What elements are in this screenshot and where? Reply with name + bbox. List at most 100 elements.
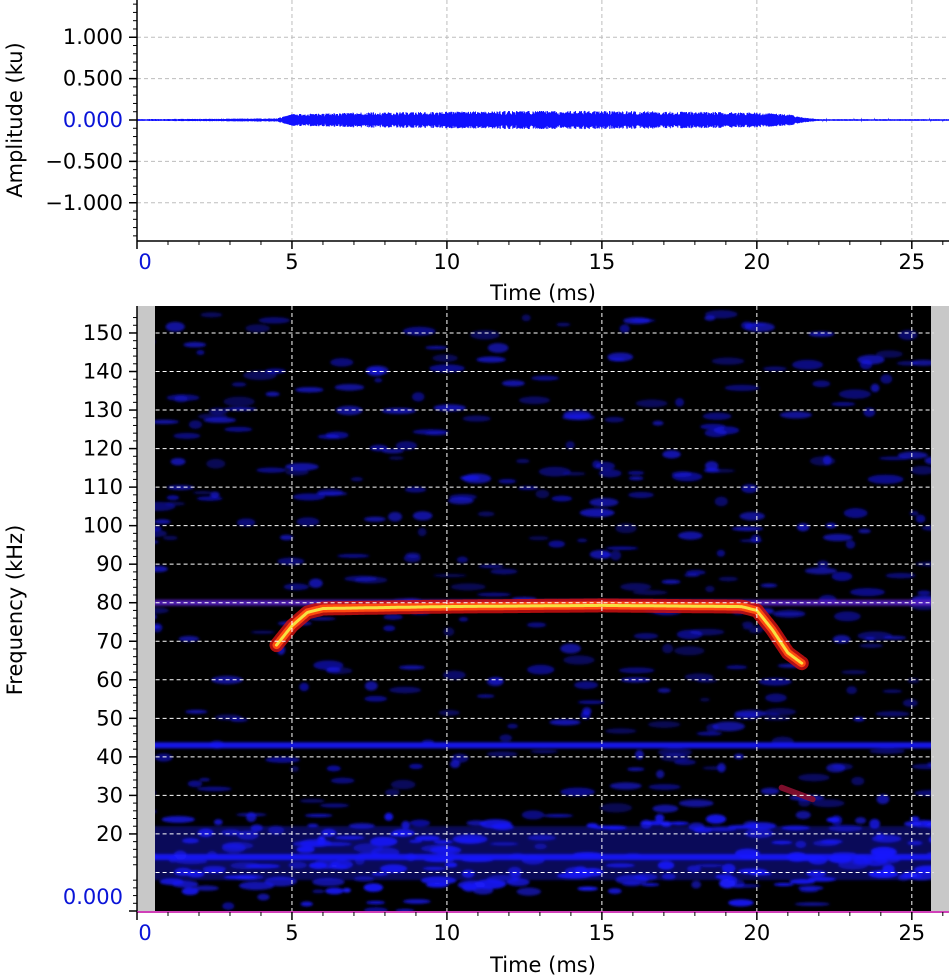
noise-blob: [577, 700, 605, 705]
noise-blob: [843, 508, 868, 518]
noise-blob: [330, 358, 354, 367]
noise-blob: [417, 528, 427, 537]
noise-blob: [185, 709, 208, 714]
noise-blob: [296, 517, 320, 527]
noise-blob: [760, 583, 778, 588]
noise-blob: [395, 909, 415, 911]
noise-blob: [772, 612, 805, 616]
noise-blob: [342, 887, 351, 893]
noise-blob: [750, 534, 762, 544]
noise-blob: [927, 761, 931, 767]
noise-blob: [652, 804, 679, 813]
noise-blob: [838, 389, 871, 399]
noise-blob: [476, 356, 506, 363]
noise-blob: [383, 613, 403, 620]
spectrogram-y-tick-label-8: 100: [83, 514, 123, 538]
waveform-x-tick-label-0: 0: [138, 250, 151, 274]
noise-blob: [479, 819, 512, 829]
noise-blob: [808, 331, 835, 337]
noise-blob: [845, 540, 856, 549]
noise-blob: [299, 682, 309, 692]
noise-blob: [404, 486, 427, 493]
noise-blob: [826, 763, 846, 773]
noise-blob: [548, 540, 566, 548]
noise-blob: [674, 646, 705, 656]
noise-blob: [478, 564, 504, 568]
spectrogram-y-tick-label-0: 20: [96, 822, 123, 846]
noise-blob: [705, 461, 719, 471]
noise-blob: [364, 695, 388, 702]
noise-blob: [608, 357, 625, 362]
noise-blob: [691, 880, 702, 889]
noise-blob: [915, 514, 926, 523]
waveform-trace: [137, 110, 949, 130]
noise-blob: [610, 550, 622, 561]
noise-blob: [432, 354, 458, 362]
noise-blob: [155, 501, 176, 511]
noise-blob: [696, 731, 723, 736]
noise-blob: [526, 622, 547, 628]
noise-blob: [870, 383, 880, 393]
noise-blob: [796, 523, 810, 532]
noise-blob: [337, 554, 370, 558]
noise-blob: [853, 716, 865, 722]
noise-blob: [258, 317, 290, 324]
noise-blob: [876, 350, 903, 358]
noise-blob: [647, 721, 681, 728]
noise-blob: [832, 635, 851, 644]
noise-blob: [560, 787, 595, 797]
spectrogram-y-tick-label-1: 30: [96, 783, 123, 807]
noise-blob: [161, 815, 196, 823]
noise-blob: [867, 474, 904, 484]
waveform-y-tick-label-3: −0.500: [45, 149, 123, 173]
noise-blob: [758, 677, 792, 686]
noise-blob: [911, 763, 931, 770]
noise-blob: [208, 407, 228, 415]
noise-blob: [713, 426, 740, 435]
noise-blob: [265, 391, 280, 397]
noise-blob: [831, 402, 856, 407]
noise-blob: [389, 686, 422, 694]
noise-blob: [363, 907, 388, 911]
noise-blob: [719, 878, 736, 889]
noise-blob: [924, 456, 931, 465]
noise-blob: [675, 397, 685, 407]
spectrogram-x-tick-label-3: 15: [589, 921, 616, 945]
noise-blob: [618, 667, 655, 674]
noise-blob: [388, 511, 403, 522]
noise-blob: [917, 590, 931, 596]
noise-blob: [354, 576, 388, 584]
noise-blob: [689, 628, 725, 636]
noise-blob: [551, 495, 573, 502]
noise-blob: [795, 810, 811, 820]
noise-blob: [210, 491, 220, 498]
noise-blob: [704, 315, 716, 321]
noise-blob: [885, 572, 916, 579]
noise-blob: [696, 678, 717, 683]
noise-blob: [731, 526, 764, 532]
noise-blob: [325, 887, 344, 895]
noise-blob: [155, 529, 168, 538]
noise-blob: [442, 670, 466, 680]
noise-blob: [319, 803, 350, 808]
noise-blob: [739, 511, 765, 521]
noise-blob: [155, 519, 171, 525]
noise-blob: [461, 883, 477, 892]
spectrogram-y-tick-label-11: 130: [83, 398, 123, 422]
noise-blob: [811, 799, 845, 808]
noise-blob: [851, 776, 865, 786]
noise-blob: [628, 491, 654, 499]
noise-blob: [725, 665, 748, 670]
noise-blob: [909, 510, 919, 516]
noise-blob: [222, 902, 235, 910]
noise-blob: [635, 399, 668, 408]
noise-blob: [702, 412, 732, 420]
noise-blob: [425, 346, 448, 350]
noise-blob: [395, 441, 417, 451]
spectrogram-y-tick-label-6: 80: [96, 591, 123, 615]
spectrogram-y-tick-label-2: 40: [96, 745, 123, 769]
noise-blob: [499, 734, 513, 742]
noise-blob: [155, 614, 157, 620]
noise-blob: [615, 523, 637, 534]
noise-blob: [764, 707, 797, 716]
